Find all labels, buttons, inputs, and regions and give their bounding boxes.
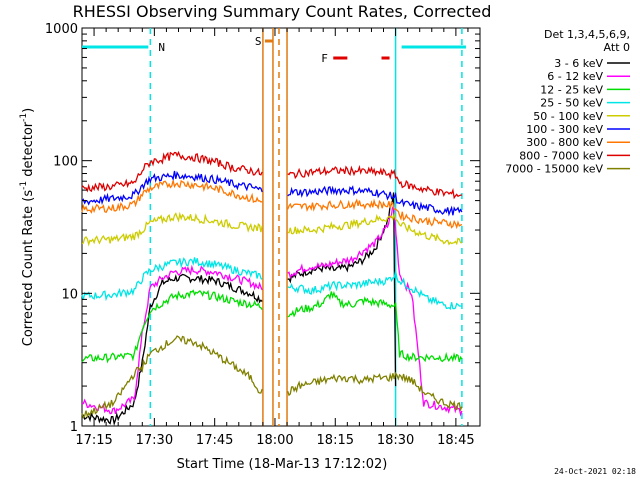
y-tick-label: 1000 xyxy=(45,22,78,37)
y-axis: 1 10 100 1000 xyxy=(45,22,480,435)
plot-frame xyxy=(81,27,481,427)
series-line-3 xyxy=(81,257,462,311)
flag-label-n: N xyxy=(158,41,165,54)
legend-label: 3 - 6 keV xyxy=(554,57,603,70)
flag-bars: N S F xyxy=(82,35,466,65)
legend-header-line1: Det 1,3,4,5,6,9, xyxy=(544,28,630,41)
series-line-5 xyxy=(81,170,463,217)
chart-title: RHESSI Observing Summary Count Rates, Co… xyxy=(73,2,492,21)
legend-label: 12 - 25 keV xyxy=(540,83,603,96)
x-tick-label: 17:45 xyxy=(196,433,233,448)
series-line-8 xyxy=(81,335,463,419)
x-tick-label: 17:15 xyxy=(75,433,112,448)
series-line-7 xyxy=(81,150,462,200)
x-tick-label: 18:45 xyxy=(437,433,474,448)
x-tick-label: 18:15 xyxy=(317,433,354,448)
vertical-lines xyxy=(149,28,463,426)
legend-label: 50 - 100 keV xyxy=(533,110,603,123)
generation-date: 24-Oct-2021 02:18 xyxy=(554,467,636,476)
series-line-2 xyxy=(81,289,463,364)
series-lines xyxy=(81,150,463,426)
legend-label: 7000 - 15000 keV xyxy=(505,163,603,176)
legend-label: 25 - 50 keV xyxy=(540,97,603,110)
legend-label: 100 - 300 keV xyxy=(526,123,603,136)
flag-label-f: F xyxy=(321,52,328,65)
plot-area xyxy=(81,27,481,427)
x-tick-label: 18:00 xyxy=(256,433,293,448)
x-tick-label: 18:30 xyxy=(377,433,414,448)
x-axis: 17:15 17:30 17:45 18:00 18:15 18:30 18:45 xyxy=(75,28,481,448)
y-axis-label-text: Corrected Count Rate (s-1 detector-1) xyxy=(19,108,36,346)
x-tick-label: 17:30 xyxy=(136,433,173,448)
legend-label: 6 - 12 keV xyxy=(547,70,603,83)
flag-label-s: S xyxy=(255,35,262,48)
series-line-1 xyxy=(81,203,463,417)
legend-header-line2: Att 0 xyxy=(604,41,630,54)
y-tick-label: 10 xyxy=(61,287,78,302)
x-axis-label: Start Time (18-Mar-13 17:12:02) xyxy=(177,457,388,472)
series-line-4 xyxy=(81,211,463,247)
y-axis-label: Corrected Count Rate (s-1 detector-1) xyxy=(19,108,36,346)
legend-label: 300 - 800 keV xyxy=(526,136,603,149)
y-tick-label: 100 xyxy=(53,155,78,170)
legend-label: 800 - 7000 keV xyxy=(519,149,603,162)
series-line-6 xyxy=(81,179,463,230)
y-tick-label: 1 xyxy=(70,420,78,435)
